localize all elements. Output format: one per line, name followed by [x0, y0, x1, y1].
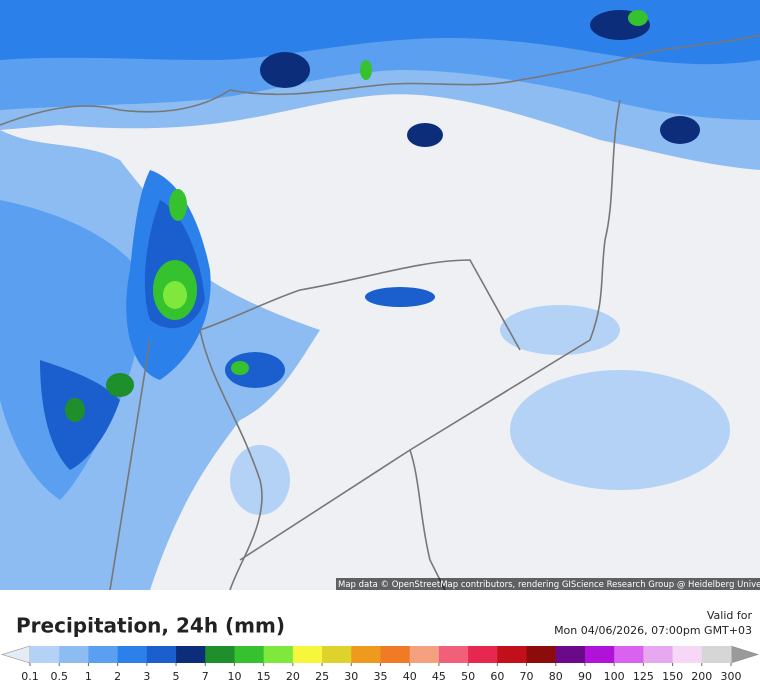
tick-label: 40 — [403, 670, 417, 683]
tick-label: 2 — [114, 670, 121, 683]
valid-label: Valid for — [707, 609, 753, 622]
color-bin — [643, 646, 674, 663]
color-bin — [205, 646, 235, 663]
tick-label: 45 — [432, 670, 446, 683]
tick-label: 125 — [633, 670, 654, 683]
color-bin — [497, 646, 528, 663]
tick-label: 1 — [85, 670, 92, 683]
tick-label: 20 — [286, 670, 300, 683]
under-arrow — [0, 645, 31, 664]
map: Map data © OpenStreetMap contributors, r… — [0, 0, 760, 590]
color-bin — [292, 646, 323, 663]
tick-label: 60 — [490, 670, 504, 683]
color-bin — [234, 646, 265, 663]
tick-label: 30 — [344, 670, 358, 683]
color-bar: 0.1 0.5 1 2 3 5 7 10 15 20 25 30 35 40 45 50 60 70 80 90 100… — [0, 645, 759, 683]
attribution-bg — [336, 578, 760, 590]
color-bin — [672, 646, 703, 663]
attribution: Map data © OpenStreetMap contributors, r… — [338, 580, 760, 590]
color-bin — [263, 646, 294, 663]
tick-label: 80 — [549, 670, 563, 683]
color-bin — [322, 646, 352, 663]
color-bin — [146, 646, 177, 663]
color-bin — [30, 646, 60, 663]
tick-label: 200 — [691, 670, 712, 683]
tick-label: 90 — [578, 670, 592, 683]
color-bin — [380, 646, 411, 663]
color-bin — [176, 646, 206, 663]
tick-label: 100 — [604, 670, 625, 683]
tick-label: 10 — [227, 670, 241, 683]
borders — [0, 34, 760, 590]
valid-time: Mon 04/06/2026, 07:00pm GMT+03 — [554, 624, 752, 637]
tick-label: 7 — [202, 670, 209, 683]
tick-label: 0.1 — [21, 670, 39, 683]
tick-label: 3 — [143, 670, 150, 683]
color-bin — [409, 646, 440, 663]
color-bin — [88, 646, 119, 663]
tick-label: 25 — [315, 670, 329, 683]
tick-label: 5 — [173, 670, 180, 683]
color-bin — [59, 646, 89, 663]
tick-label: 15 — [257, 670, 271, 683]
tick-label: 300 — [721, 670, 742, 683]
color-bin — [584, 646, 615, 663]
color-bin — [555, 646, 586, 663]
tick-label: 70 — [520, 670, 534, 683]
legend: Precipitation, 24h (mm) Valid for Mon 04… — [0, 609, 759, 683]
color-bin — [468, 646, 498, 663]
color-bin — [701, 646, 732, 663]
precip-field — [0, 0, 760, 590]
tick-label: 150 — [662, 670, 683, 683]
color-bin — [117, 646, 148, 663]
over-arrow — [730, 645, 759, 664]
legend-title: Precipitation, 24h (mm) — [16, 614, 285, 638]
tick-label: 50 — [461, 670, 475, 683]
color-bin — [438, 646, 469, 663]
color-bin — [526, 646, 557, 663]
tick-label: 35 — [374, 670, 388, 683]
color-bin — [351, 646, 381, 663]
color-bin — [614, 646, 644, 663]
tick-label: 0.5 — [50, 670, 68, 683]
